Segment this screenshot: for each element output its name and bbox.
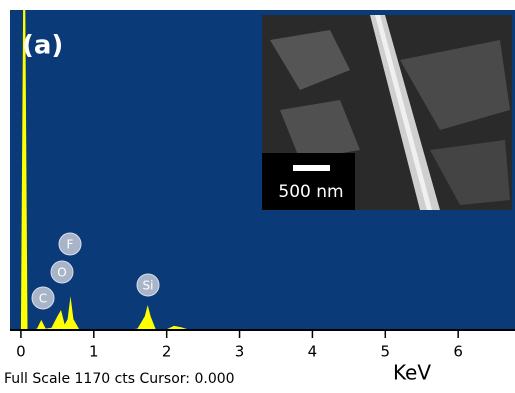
x-tick-label: 0 <box>16 343 26 361</box>
x-tick-label: 3 <box>235 343 245 361</box>
element-label: F <box>67 238 74 252</box>
x-tick-label: 6 <box>453 343 463 361</box>
element-label: Si <box>143 279 154 293</box>
x-tick-label: 5 <box>381 343 391 361</box>
panel-label: (a) <box>22 31 63 61</box>
chart: 500 nm (a) Full Scale 1170 cts Cursor: 0… <box>0 0 515 389</box>
x-tick-label: 1 <box>89 343 99 361</box>
element-label: C <box>39 292 47 306</box>
x-tick-label: 4 <box>308 343 318 361</box>
element-label: O <box>57 266 66 280</box>
footer: Full Scale 1170 cts Cursor: 0.000 <box>4 371 235 387</box>
x-tick-label: 2 <box>162 343 172 361</box>
inset-image <box>262 15 512 210</box>
x-axis-label: KeV <box>393 361 431 385</box>
scale-label: 500 nm <box>278 182 343 202</box>
